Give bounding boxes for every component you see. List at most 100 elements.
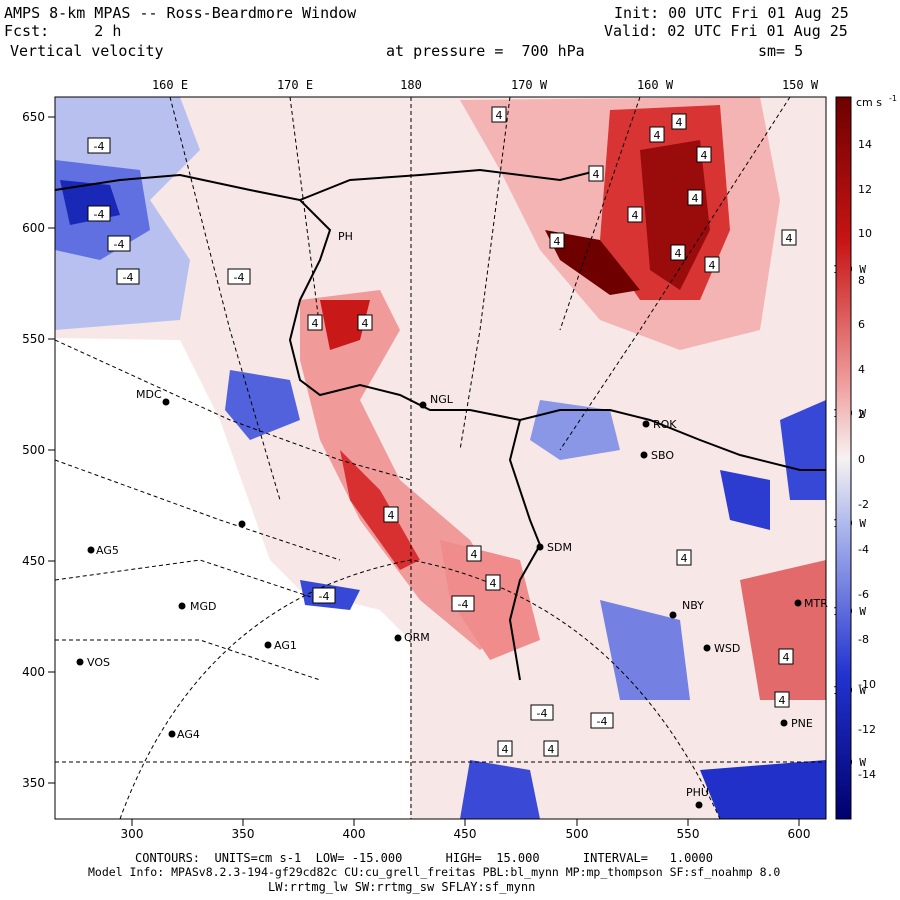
- station-label: NBY: [682, 599, 704, 612]
- colorbar: [835, 96, 852, 820]
- smoothing-level: sm= 5: [758, 42, 804, 60]
- contour-label: -4: [458, 598, 469, 611]
- contour-label: -4: [114, 238, 125, 251]
- field-name: Vertical velocity: [10, 42, 164, 60]
- x-tick-label: 300: [121, 827, 144, 841]
- contour-label: -4: [597, 715, 608, 728]
- pressure-level: at pressure = 700 hPa: [386, 42, 585, 60]
- station-label: QRM: [404, 631, 430, 644]
- contour-label: 4: [312, 317, 319, 330]
- colorbar-unit: cm s -1: [856, 94, 897, 109]
- contour-label: -4: [234, 271, 245, 284]
- contour-label: 4: [548, 743, 555, 756]
- station-label: AG5: [96, 544, 119, 557]
- contour-label: 4: [783, 651, 790, 664]
- colorbar-tick: 8: [858, 274, 865, 287]
- contour-label: -4: [94, 140, 105, 153]
- colorbar-tick: 6: [858, 318, 865, 331]
- colorbar-tick: -8: [858, 633, 869, 646]
- valid-time: Valid: 02 UTC Fri 01 Aug 25: [604, 22, 848, 40]
- x-axis-labels: 300 350 400 450 500 550 600: [121, 827, 811, 841]
- contour-label: 4: [496, 109, 503, 122]
- contour-label: 4: [654, 129, 661, 142]
- contour-label: 4: [676, 116, 683, 129]
- contour-label: 4: [779, 694, 786, 707]
- longitude-labels: 160 E 170 E 180 170 W 160 W 150 W: [152, 78, 819, 92]
- lon-label: 160 W: [637, 78, 674, 92]
- station-labels: MDC NGL ROK SBO SDM AG5 MGD AG1 VOS AG4 …: [87, 230, 828, 799]
- contour-label: 4: [692, 192, 699, 205]
- contour-label: 4: [490, 577, 497, 590]
- contour-info: CONTOURS: UNITS=cm s-1 LOW= -15.000 HIGH…: [135, 851, 713, 865]
- station-label: ROK: [653, 418, 677, 431]
- station-label: NGL: [430, 393, 454, 406]
- station-label: PHU: [686, 786, 709, 799]
- contour-label: 4: [681, 552, 688, 565]
- y-tick-label: 350: [22, 776, 45, 790]
- x-tick-label: 400: [343, 827, 366, 841]
- contour-label: -4: [94, 208, 105, 221]
- contour-label: 4: [362, 317, 369, 330]
- contour-label: 4: [675, 247, 682, 260]
- x-tick-label: 350: [232, 827, 255, 841]
- y-tick-label: 600: [22, 221, 45, 235]
- station-label: MDC: [136, 388, 162, 401]
- model-info: Model Info: MPASv8.2.3-194-gf29cd82c CU:…: [88, 865, 781, 879]
- x-tick-label: 600: [788, 827, 811, 841]
- station-label: MTR: [804, 597, 828, 610]
- y-tick-label: 650: [22, 110, 45, 124]
- contour-label: 4: [701, 149, 708, 162]
- station-label: SBO: [651, 449, 674, 462]
- x-tick-label: 450: [454, 827, 477, 841]
- lon-label: 180: [400, 78, 422, 92]
- map-title: AMPS 8-km MPAS -- Ross-Beardmore Window: [4, 4, 357, 22]
- contour-label: -4: [319, 590, 330, 603]
- station-markers: [76, 398, 802, 809]
- plot-frame: [54, 96, 827, 820]
- lon-label: 170 E: [277, 78, 313, 92]
- contour-label: 4: [388, 509, 395, 522]
- colorbar-tick: 10: [858, 227, 872, 240]
- station-label: SDM: [547, 541, 572, 554]
- contour-label: 4: [471, 548, 478, 561]
- y-tick-label: 500: [22, 443, 45, 457]
- contour-label-boxes: [87, 106, 797, 757]
- colorbar-tick: -10: [858, 678, 876, 691]
- x-tick-label: 500: [566, 827, 589, 841]
- station-label: WSD: [714, 642, 740, 655]
- y-axis-labels: 650 600 550 500 450 400 350: [22, 110, 45, 790]
- contour-label: 4: [554, 235, 561, 248]
- contour-label: 4: [502, 743, 509, 756]
- field-shading: [55, 97, 826, 819]
- y-tick-label: 550: [22, 332, 45, 346]
- colorbar-unit-exponent: -1: [889, 94, 897, 103]
- init-time: Init: 00 UTC Fri 01 Aug 25: [614, 4, 849, 22]
- colorbar-tick: -6: [858, 588, 869, 601]
- lon-label: 150 W: [782, 78, 819, 92]
- colorbar-tick: 2: [858, 408, 865, 421]
- colorbar-tick: -4: [858, 543, 869, 556]
- station-label: PH: [338, 230, 353, 243]
- lon-label: 160 E: [152, 78, 188, 92]
- station-label: AG1: [274, 639, 297, 652]
- station-label: MGD: [190, 600, 217, 613]
- forecast-hour: Fcst: 2 h: [4, 22, 122, 40]
- lon-label: 170 W: [511, 78, 548, 92]
- tick-marks: [48, 116, 800, 826]
- colorbar-tick: -14: [858, 768, 876, 781]
- colorbar-unit-label: cm s: [856, 96, 882, 109]
- station-label: AG4: [177, 728, 200, 741]
- x-tick-label: 550: [677, 827, 700, 841]
- contour-label-text: 4 4 4 4 4 4 4 4 4 4 4 4 4 4 4 4 4 4 4 4 …: [94, 109, 793, 756]
- contour-label: 4: [632, 209, 639, 222]
- colorbar-tick: -2: [858, 498, 869, 511]
- colorbar-tick: 12: [858, 183, 872, 196]
- station-label: VOS: [87, 656, 110, 669]
- contour-label: 4: [709, 259, 716, 272]
- colorbar-tick: 0: [858, 453, 865, 466]
- colorbar-tick: 14: [858, 138, 872, 151]
- colorbar-ticks: 14 12 10 8 6 4 2 0 -2 -4 -6 -8 -10 -12 -…: [858, 138, 876, 781]
- contour-label: -4: [537, 707, 548, 720]
- colorbar-tick: -12: [858, 723, 876, 736]
